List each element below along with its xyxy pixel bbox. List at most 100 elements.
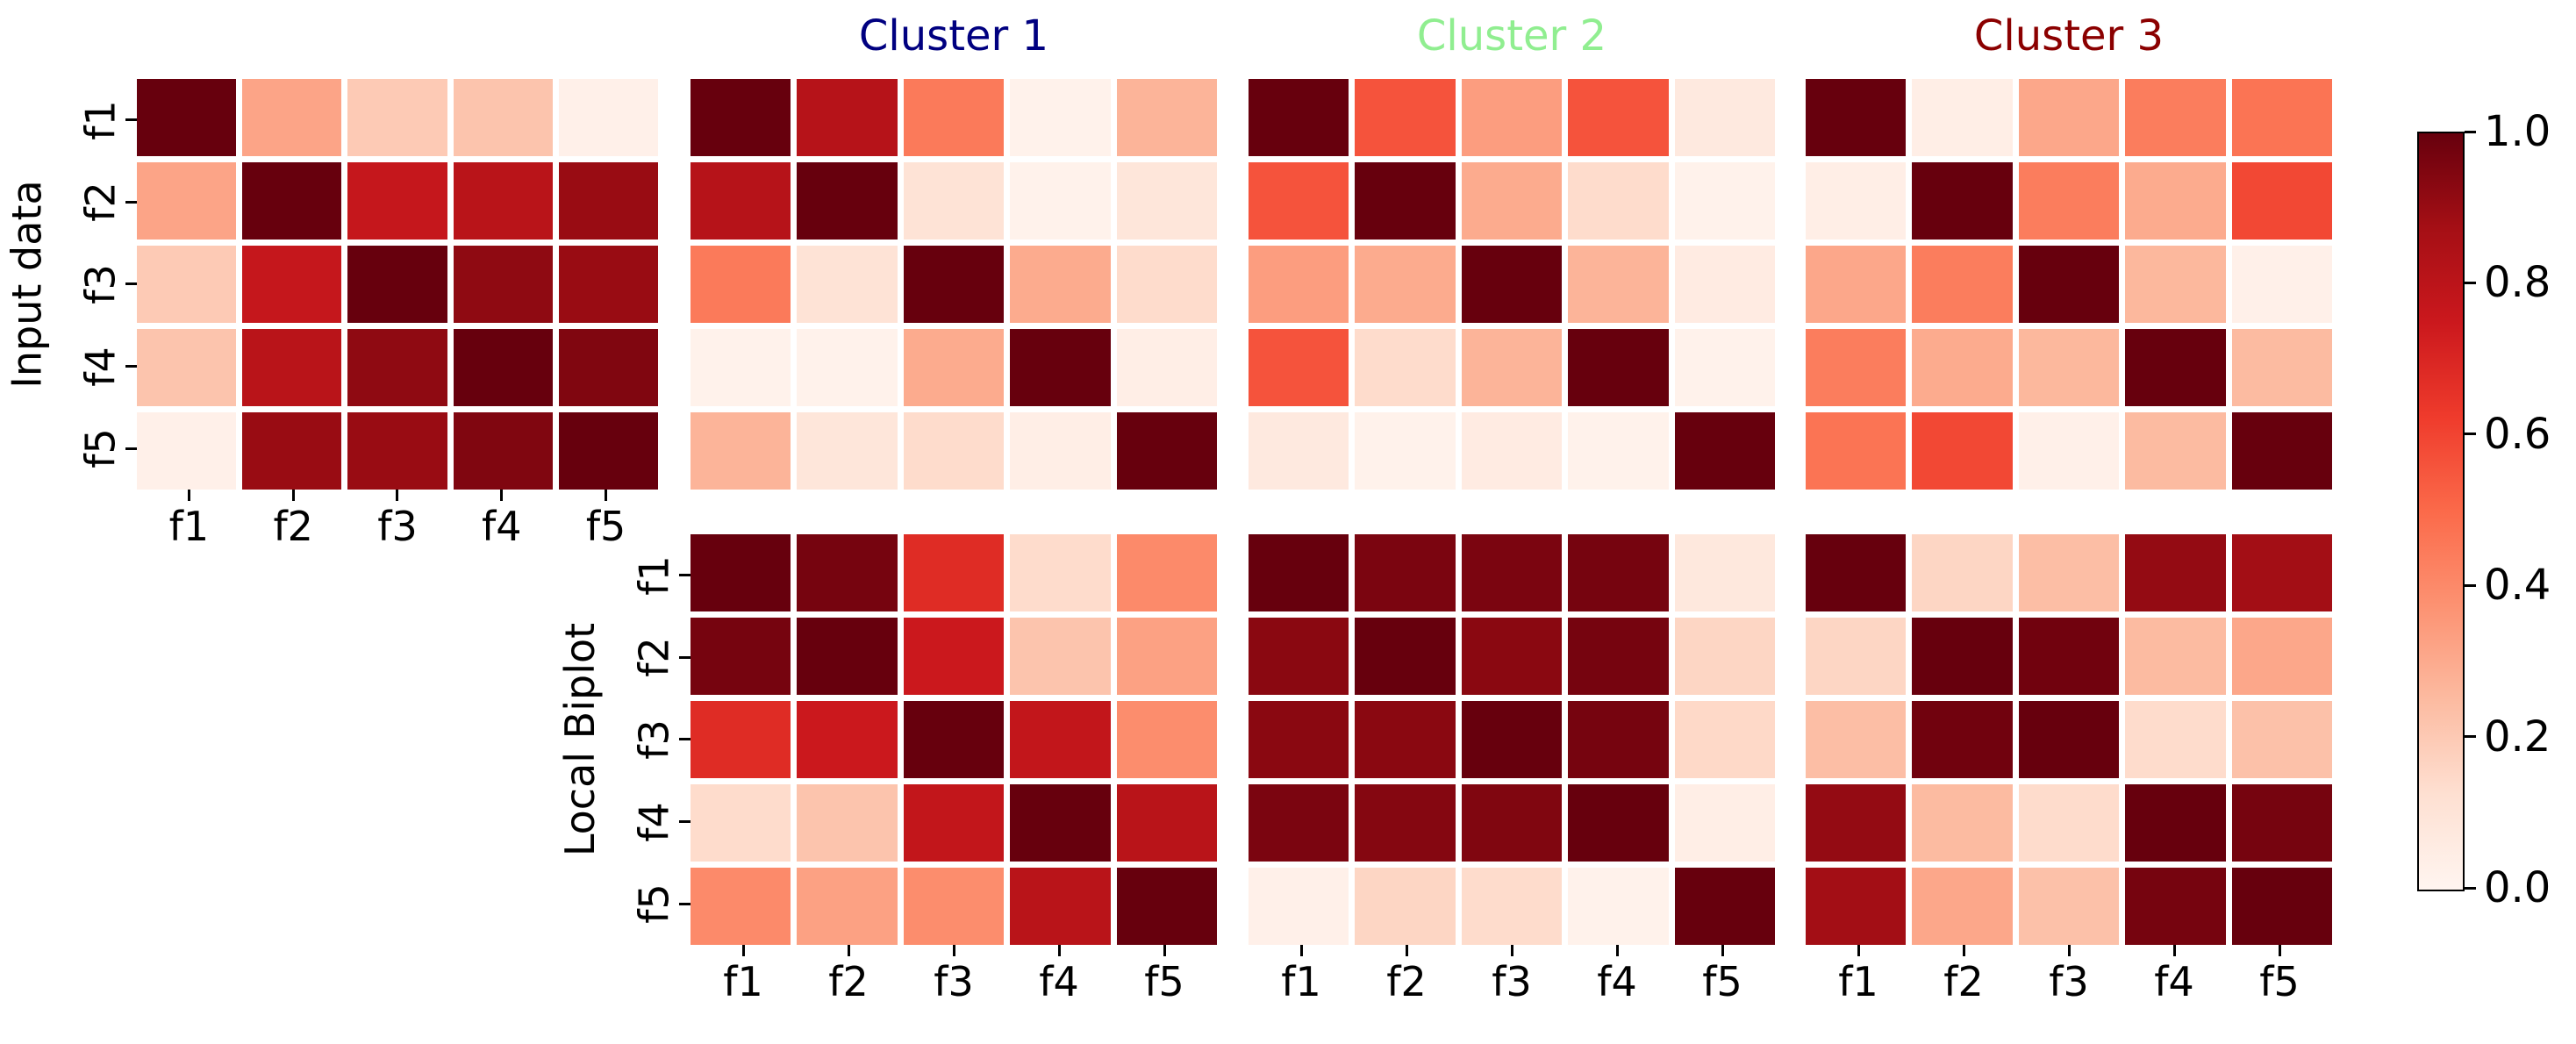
x-tick-mark <box>2172 945 2176 956</box>
x-tick-f2: f2 <box>1911 945 2016 1008</box>
heatmap-cell-f1-f2 <box>797 534 898 611</box>
heatmap-cell-f2-f1 <box>1806 162 1907 240</box>
heatmap-cell-f2-f2 <box>797 618 898 695</box>
y-tick-mark <box>679 738 691 741</box>
x-tick-f3: f3 <box>901 945 1006 1008</box>
heatmap-cell-f4-f1 <box>137 329 237 406</box>
heatmap-cell-f5-f4 <box>1568 412 1669 490</box>
x-tick-label: f1 <box>168 503 210 550</box>
heatmap-cell-f4-f2 <box>797 329 898 406</box>
heatmap-cell-f3-f4 <box>1568 701 1669 778</box>
x-tick-label: f2 <box>1386 958 1427 1005</box>
colorbar-tick-label: 0.8 <box>2484 258 2551 308</box>
colorbar-tick-mark <box>2465 735 2476 739</box>
heatmap-cell-f3-f2 <box>1912 246 2013 323</box>
heatmap-cell-f2-f2 <box>1355 618 1456 695</box>
heatmap-cell-f3-f5 <box>1116 701 1217 778</box>
y-tick-f2: f2 <box>58 161 137 244</box>
x-tick-f2: f2 <box>1354 945 1459 1008</box>
heatmap-cell-f2-f3 <box>1461 162 1563 240</box>
heatmap-cell-f5-f5 <box>1674 412 1775 490</box>
heatmap-cell-f4-f5 <box>1116 329 1217 406</box>
heatmap-cell-f3-f4 <box>1568 246 1669 323</box>
heatmap-cell-f5-f5 <box>2231 868 2332 945</box>
heatmap-cell-f5-f1 <box>1249 412 1349 490</box>
heatmap-cell-f3-f3 <box>1461 246 1563 323</box>
heatmap-cell-f5-f2 <box>242 412 342 490</box>
heatmap-cell-f2-f2 <box>242 162 342 240</box>
heatmap-cell-f2-f4 <box>1010 618 1111 695</box>
heatmap-cell-f5-f4 <box>1568 868 1669 945</box>
x-tick-label: f3 <box>1492 958 1532 1005</box>
y-tick-mark <box>125 447 137 450</box>
x-tick-label: f5 <box>1144 958 1184 1005</box>
x-tick-f4: f4 <box>1564 945 1670 1008</box>
x-tick-label: f5 <box>1702 958 1742 1005</box>
colorbar-tick-label: 0.4 <box>2484 561 2551 611</box>
y-tick-f5: f5 <box>612 862 691 945</box>
heatmap-cell-f3-f1 <box>137 246 237 323</box>
x-tick-mark <box>2278 945 2281 956</box>
heatmap-cell-f3-f5 <box>1116 246 1217 323</box>
heatmap-cell-f5-f3 <box>1461 412 1563 490</box>
heatmap-cell-f5-f2 <box>1912 412 2013 490</box>
heatmap-cell-f5-f3 <box>2018 412 2120 490</box>
heatmap-cell-f3-f4 <box>453 246 553 323</box>
heatmap-cell-f1-f4 <box>453 79 553 156</box>
colorbar <box>2417 132 2465 891</box>
x-tick-label: f4 <box>2154 958 2194 1005</box>
heatmap-cell-f2-f2 <box>1912 162 2013 240</box>
y-tick-f2: f2 <box>612 617 691 699</box>
heatmap-cell-f1-f2 <box>242 79 342 156</box>
heatmap-input-data <box>137 79 658 490</box>
x-tick-f4: f4 <box>2122 945 2227 1008</box>
heatmap-cell-f3-f1 <box>691 701 791 778</box>
x-tick-mark <box>2067 945 2071 956</box>
heatmap-cell-f5-f1 <box>691 412 791 490</box>
heatmap-cell-f4-f1 <box>1806 329 1907 406</box>
y-tick-mark <box>125 118 137 122</box>
heatmap-cell-f2-f5 <box>1674 618 1775 695</box>
x-tick-f5: f5 <box>1112 945 1217 1008</box>
heatmap-cell-f1-f4 <box>1568 79 1669 156</box>
heatmap-cell-f3-f3 <box>1461 701 1563 778</box>
colorbar-tick-label: 0.2 <box>2484 711 2551 762</box>
heatmap-cell-f1-f4 <box>1568 534 1669 611</box>
heatmap-cell-f4-f4 <box>453 329 553 406</box>
x-tick-label: f5 <box>2259 958 2300 1005</box>
heatmap-cell-f5-f2 <box>797 412 898 490</box>
x-tick-f4: f4 <box>449 490 554 553</box>
heatmap-cell-f3-f5 <box>558 246 658 323</box>
heatmap-cell-f1-f4 <box>2125 534 2226 611</box>
heatmap-cell-f1-f5 <box>1116 79 1217 156</box>
heatmap-cluster3-local-biplot <box>1806 534 2332 945</box>
heatmap-cell-f2-f5 <box>2231 618 2332 695</box>
heatmap-cell-f5-f2 <box>797 868 898 945</box>
heatmap-cell-f1-f3 <box>1461 534 1563 611</box>
y-tick-f1: f1 <box>58 79 137 161</box>
heatmap-cell-f2-f5 <box>1674 162 1775 240</box>
x-tick-f3: f3 <box>2016 945 2122 1008</box>
x-tick-mark <box>396 490 399 501</box>
heatmap-cell-f4-f2 <box>1912 329 2013 406</box>
heatmap-cell-f4-f3 <box>1461 329 1563 406</box>
x-tick-mark <box>500 490 504 501</box>
x-tick-mark <box>952 945 955 956</box>
heatmap-cell-f5-f2 <box>1912 868 2013 945</box>
x-tick-mark <box>1857 945 1860 956</box>
heatmap-cell-f2-f3 <box>903 618 1005 695</box>
x-tick-label: f3 <box>377 503 418 550</box>
heatmap-cell-f5-f5 <box>1674 868 1775 945</box>
heatmap-cell-f4-f2 <box>797 784 898 862</box>
heatmap-cell-f2-f5 <box>558 162 658 240</box>
heatmap-cell-f1-f5 <box>1674 79 1775 156</box>
heatmap-cell-f4-f5 <box>1674 329 1775 406</box>
heatmap-cell-f5-f4 <box>1010 868 1111 945</box>
input-y-axis: f1 f2 f3 f4 f5 <box>58 79 137 490</box>
heatmap-cell-f4-f1 <box>1249 329 1349 406</box>
x-tick-mark <box>605 490 608 501</box>
y-tick-label: f5 <box>630 883 678 924</box>
heatmap-cluster2-input <box>1249 79 1775 490</box>
heatmap-cell-f2-f2 <box>1355 162 1456 240</box>
x-tick-f4: f4 <box>1006 945 1112 1008</box>
